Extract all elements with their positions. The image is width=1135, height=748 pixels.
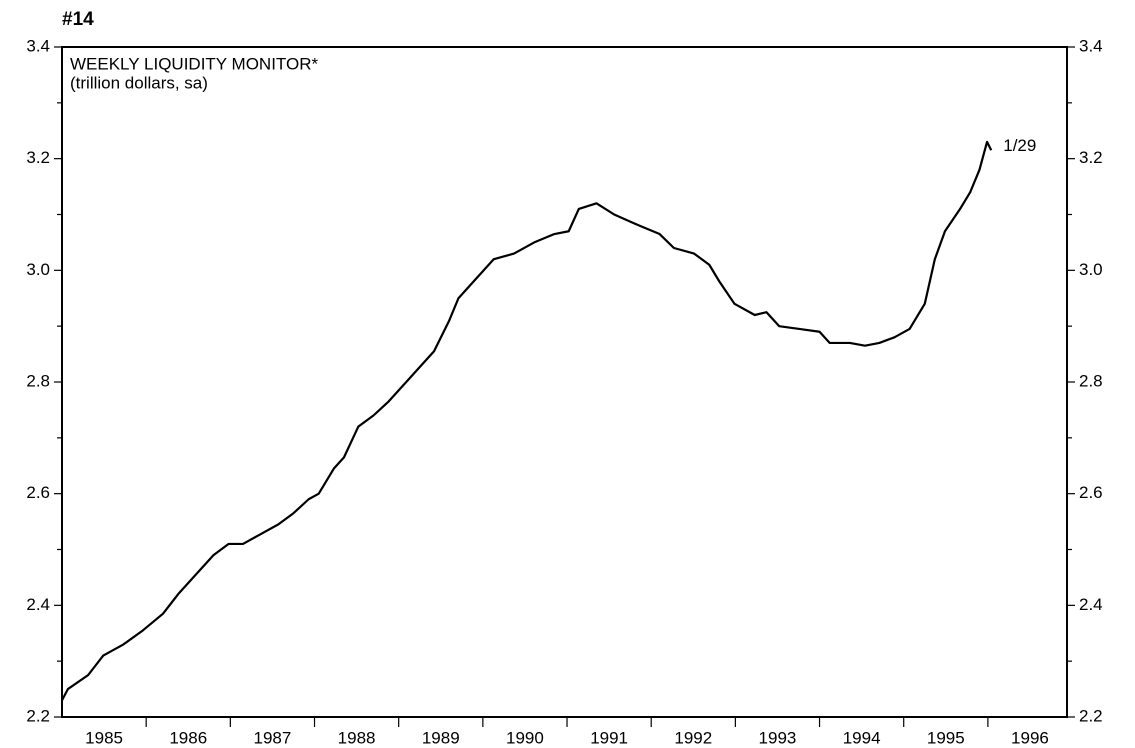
- x-tick-label: 1994: [843, 728, 881, 747]
- y-tick-label: 2.4: [26, 595, 50, 614]
- data-line: [61, 140, 993, 701]
- x-tick-label: 1988: [338, 728, 376, 747]
- y-tick-label: 2.6: [26, 483, 50, 502]
- x-tick-label: 1989: [422, 728, 460, 747]
- x-tick-label: 1993: [759, 728, 797, 747]
- y2-tick-label: 3.2: [1079, 148, 1103, 167]
- y-tick-label: 2.8: [26, 371, 50, 390]
- y2-tick-label: 2.4: [1079, 595, 1103, 614]
- y2-tick-label: 3.4: [1079, 36, 1103, 55]
- x-tick-label: 1990: [506, 728, 544, 747]
- y2-tick-label: 2.6: [1079, 483, 1103, 502]
- end-annotation: 1/29: [1003, 136, 1036, 155]
- x-tick-label: 1985: [85, 728, 123, 747]
- x-tick-label: 1992: [674, 728, 712, 747]
- y2-tick-label: 3.0: [1079, 260, 1103, 279]
- y-tick-label: 3.4: [26, 36, 50, 55]
- x-tick-label: 1987: [254, 728, 292, 747]
- x-tick-label: 1986: [169, 728, 207, 747]
- y-tick-label: 3.0: [26, 260, 50, 279]
- y2-tick-label: 2.2: [1079, 706, 1103, 725]
- chart-title: WEEKLY LIQUIDITY MONITOR*: [70, 54, 319, 73]
- chart-label: #14: [62, 9, 94, 30]
- y-tick-label: 2.2: [26, 706, 50, 725]
- y-tick-label: 3.2: [26, 148, 50, 167]
- plot-frame: [61, 46, 1068, 718]
- x-tick-label: 1995: [927, 728, 965, 747]
- x-tick-label: 1996: [1011, 728, 1049, 747]
- y2-tick-label: 2.8: [1079, 371, 1103, 390]
- x-tick-label: 1991: [590, 728, 628, 747]
- chart-subtitle: (trillion dollars, sa): [70, 73, 208, 92]
